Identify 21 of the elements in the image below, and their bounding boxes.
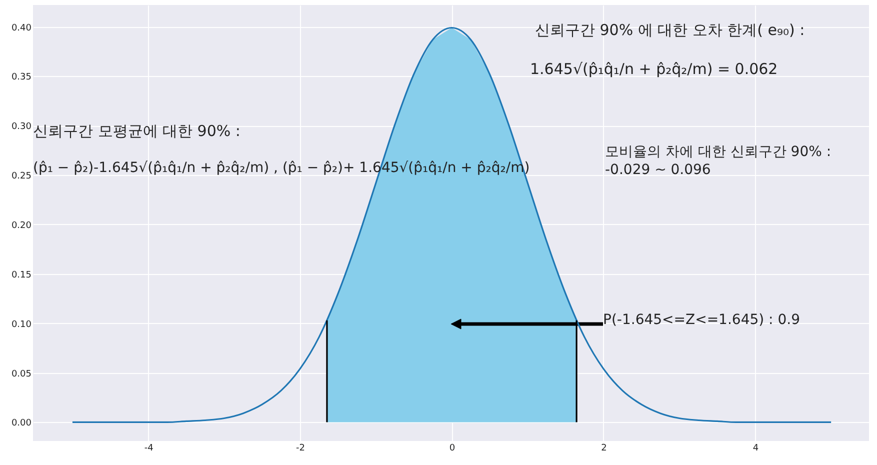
x-tick-label: -4 [144,444,154,454]
y-tick-label: 0.10 [11,320,32,330]
x-tick-label: -2 [296,444,306,454]
y-tick-label: 0.40 [11,23,32,34]
annotation: 신뢰구간 90% 에 대한 오차 한계( e₉₀) : [535,21,805,39]
annotation: -0.029 ~ 0.096 [605,162,711,178]
y-tick-label: 0.05 [11,369,32,380]
x-tick-label: 0 [449,444,456,454]
x-tick-label: 2 [601,444,607,454]
y-tick-label: 0.30 [11,122,32,132]
annotation: P(-1.645<=Z<=1.645) : 0.9 [603,312,800,328]
y-tick-label: 0.25 [11,172,32,182]
annotation: (p̂₁ − p̂₂)-1.645√(p̂₁q̂₁/n + p̂₂q̂₂/m) , (p̂₁ − p̂₂)+ 1.645√(p̂₁q̂₁/n + p̂₂q̂₂/m) [33,160,530,176]
y-tick-label: 0.00 [11,418,32,429]
x-tick-label: 4 [752,444,759,454]
y-tick-label: 0.20 [11,220,32,231]
y-tick-label: 0.35 [11,72,32,83]
annotation: 1.645√(p̂₁q̂₁/n + p̂₂q̂₂/m) = 0.062 [530,60,778,78]
y-tick-label: 0.15 [11,270,32,280]
annotation: 신뢰구간 모평균에 대한 90% : [33,122,240,140]
annotation: 모비율의 차에 대한 신뢰구간 90% : [605,144,832,160]
